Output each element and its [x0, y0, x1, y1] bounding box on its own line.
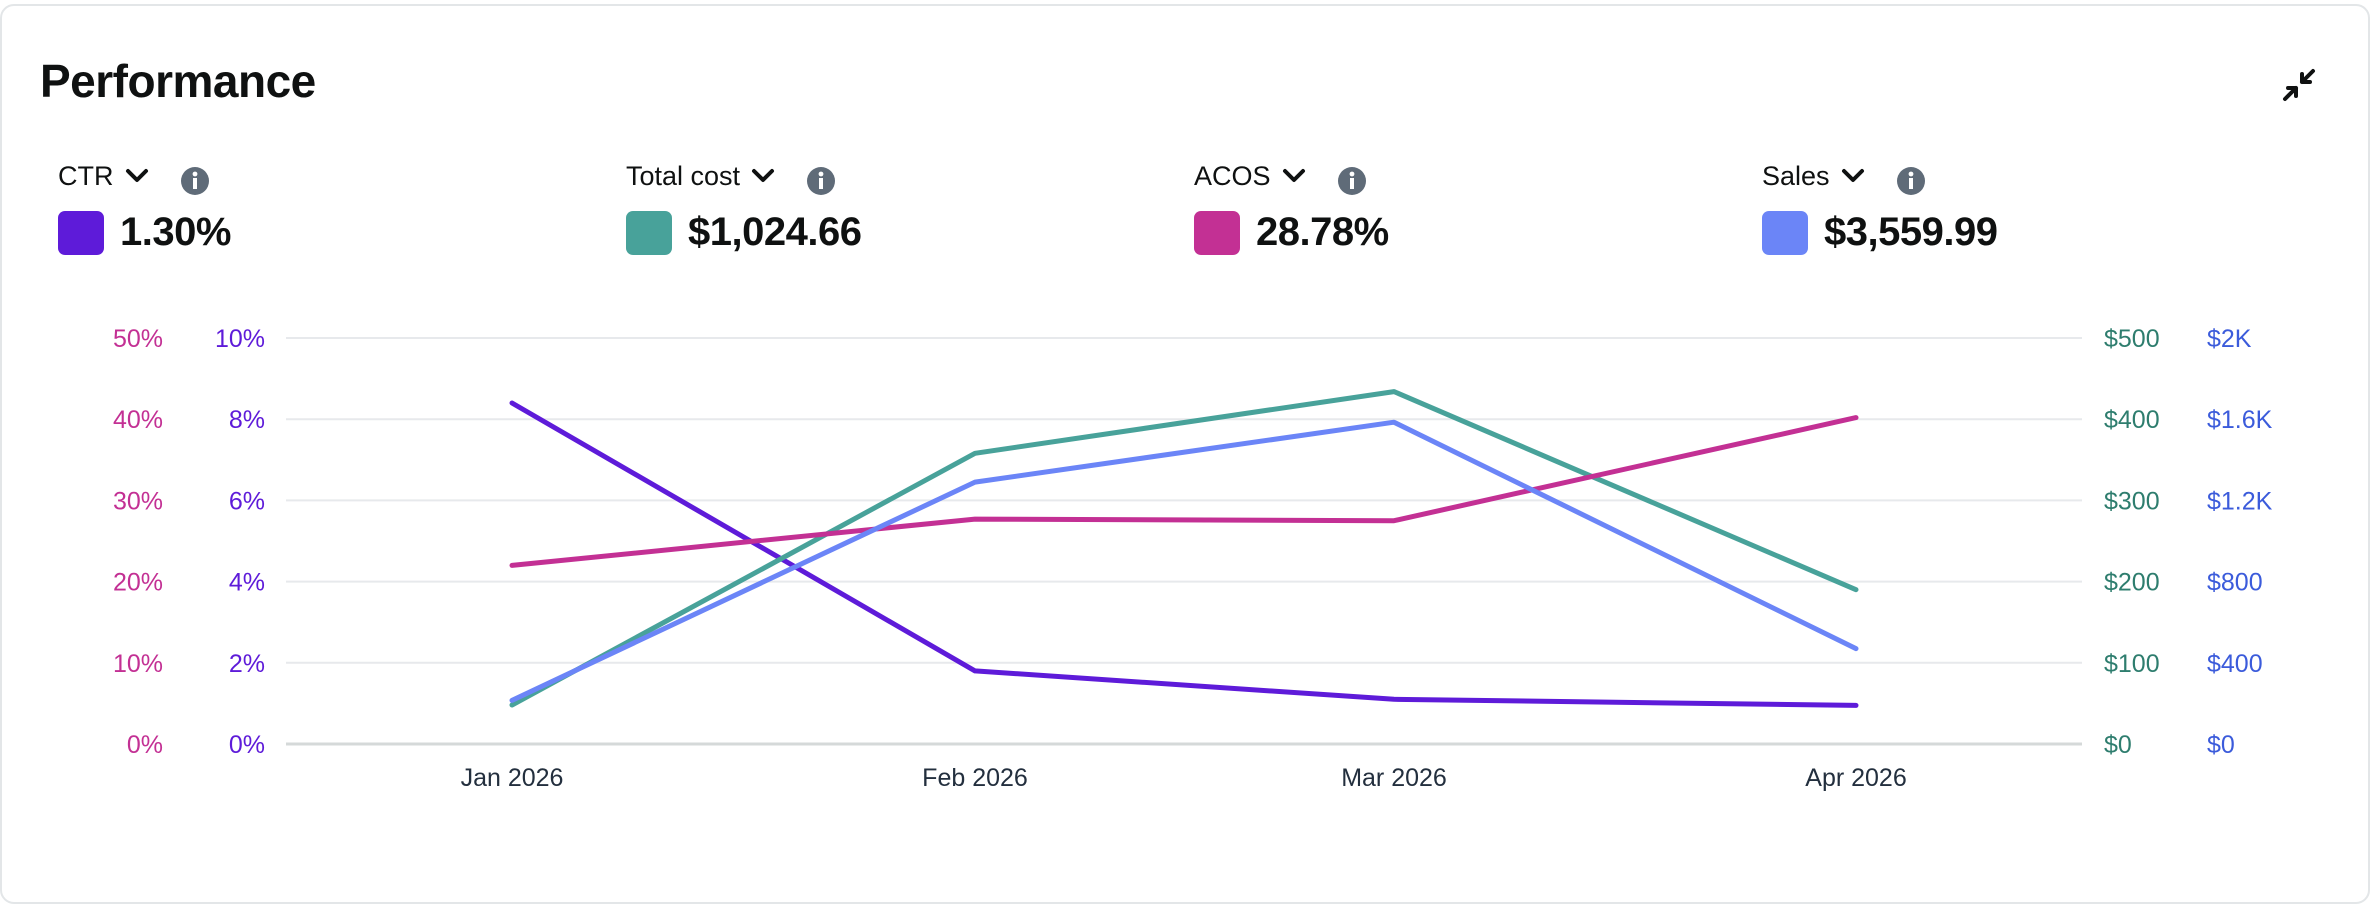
ctr-axis-tick: 8% [229, 406, 265, 434]
sales-axis-tick: $0 [2207, 731, 2235, 759]
chevron-down-icon[interactable] [1281, 163, 1307, 189]
sales-axis-tick: $2K [2207, 325, 2252, 353]
sales-axis-tick: $1.2K [2207, 487, 2273, 515]
sales-axis-tick: $1.6K [2207, 406, 2273, 434]
acos-axis-tick: 50% [113, 325, 163, 353]
acos-axis-tick: 20% [113, 569, 163, 597]
series-line-sales [509, 419, 1859, 703]
acos-axis-tick: 30% [113, 487, 163, 515]
metric-color-swatch[interactable] [1762, 210, 1808, 255]
cost-axis-tick: $500 [2104, 325, 2160, 353]
metric-value: $3,559.99 [1824, 210, 1998, 254]
cost-axis-tick: $300 [2104, 487, 2160, 515]
metric-color-swatch[interactable] [1194, 210, 1240, 255]
series-line-total-cost [509, 389, 1859, 708]
cost-axis-tick: $200 [2104, 569, 2160, 597]
acos-axis-tick: 40% [113, 406, 163, 434]
info-icon[interactable] [1337, 166, 1367, 196]
metric-name: ACOS [1194, 160, 1271, 191]
metric-color-swatch[interactable] [626, 210, 672, 255]
x-axis-tick: Feb 2026 [922, 764, 1028, 792]
info-icon[interactable] [1896, 166, 1926, 196]
metric-acos: ACOS 28.78% [1194, 156, 1389, 255]
ctr-axis-tick: 0% [229, 731, 265, 759]
metric-ctr: CTR 1.30% [58, 156, 231, 255]
series-line-ctr [509, 400, 1859, 708]
performance-line-chart: 0% 10% 20% 30% 40% 50% 0% 2% 4% 6% 8% 10% $0 $100 $200… [113, 325, 2273, 792]
x-axis-tick: Jan 2026 [461, 764, 564, 792]
performance-card: Performance CTR 1.30% Total cost $1,024.… [0, 4, 2370, 904]
ctr-axis-tick: 6% [229, 487, 265, 515]
page-title: Performance [40, 55, 316, 107]
collapse-arrows-icon[interactable] [2282, 68, 2316, 102]
ctr-axis-tick: 10% [215, 325, 265, 353]
chevron-down-icon[interactable] [124, 163, 150, 189]
acos-axis-tick: 0% [127, 731, 163, 759]
info-icon[interactable] [180, 166, 210, 196]
cost-axis-tick: $100 [2104, 650, 2160, 678]
x-axis-tick: Apr 2026 [1805, 764, 1906, 792]
metric-sales: Sales $3,559.99 [1762, 156, 1998, 255]
cost-axis-tick: $400 [2104, 406, 2160, 434]
x-axis-tick: Mar 2026 [1341, 764, 1447, 792]
metric-name: Sales [1762, 160, 1830, 191]
metric-value: 28.78% [1256, 210, 1389, 254]
sales-axis-tick: $800 [2207, 569, 2263, 597]
cost-axis-tick: $0 [2104, 731, 2132, 759]
metric-name: Total cost [626, 160, 741, 191]
acos-axis-tick: 10% [113, 650, 163, 678]
metric-total-cost: Total cost $1,024.66 [626, 156, 862, 255]
ctr-axis-tick: 2% [229, 650, 265, 678]
metric-color-swatch[interactable] [58, 210, 104, 255]
metric-value: 1.30% [120, 210, 231, 254]
ctr-axis-tick: 4% [229, 569, 265, 597]
info-icon[interactable] [806, 166, 836, 196]
chevron-down-icon[interactable] [1840, 163, 1866, 189]
series-line-acos [509, 415, 1859, 568]
sales-axis-tick: $400 [2207, 650, 2263, 678]
chevron-down-icon[interactable] [750, 163, 776, 189]
metric-value: $1,024.66 [688, 210, 862, 254]
metric-name: CTR [58, 160, 114, 191]
